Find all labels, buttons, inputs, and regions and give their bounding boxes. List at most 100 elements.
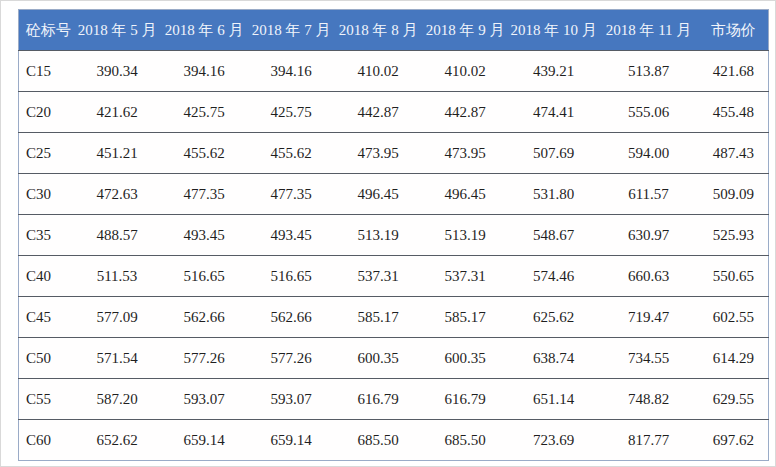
value-cell: 614.29 bbox=[699, 338, 769, 379]
grade-cell: C20 bbox=[19, 92, 74, 133]
value-cell: 455.62 bbox=[161, 133, 248, 174]
value-cell: 585.17 bbox=[335, 297, 422, 338]
value-cell: 652.62 bbox=[74, 420, 161, 461]
value-cell: 594.00 bbox=[599, 133, 699, 174]
header-cell-2018-11: 2018 年 11 月 bbox=[599, 10, 699, 51]
value-cell: 817.77 bbox=[599, 420, 699, 461]
value-cell: 685.50 bbox=[335, 420, 422, 461]
value-cell: 562.66 bbox=[161, 297, 248, 338]
value-cell: 442.87 bbox=[422, 92, 509, 133]
value-cell: 487.43 bbox=[699, 133, 769, 174]
value-cell: 629.55 bbox=[699, 379, 769, 420]
value-cell: 537.31 bbox=[422, 256, 509, 297]
value-cell: 685.50 bbox=[422, 420, 509, 461]
header-cell-grade: 砼标号 bbox=[19, 10, 74, 51]
value-cell: 571.54 bbox=[74, 338, 161, 379]
value-cell: 651.14 bbox=[509, 379, 599, 420]
value-cell: 593.07 bbox=[248, 379, 335, 420]
value-cell: 602.55 bbox=[699, 297, 769, 338]
value-cell: 574.46 bbox=[509, 256, 599, 297]
header-cell-market-price: 市场价 bbox=[699, 10, 769, 51]
value-cell: 548.67 bbox=[509, 215, 599, 256]
value-cell: 496.45 bbox=[335, 174, 422, 215]
value-cell: 550.65 bbox=[699, 256, 769, 297]
grade-cell: C55 bbox=[19, 379, 74, 420]
value-cell: 390.34 bbox=[74, 51, 161, 92]
value-cell: 562.66 bbox=[248, 297, 335, 338]
value-cell: 625.62 bbox=[509, 297, 599, 338]
value-cell: 425.75 bbox=[161, 92, 248, 133]
table-row: C15390.34394.16394.16410.02410.02439.215… bbox=[19, 51, 769, 92]
value-cell: 410.02 bbox=[422, 51, 509, 92]
table-header-row: 砼标号 2018 年 5 月 2018 年 6 月 2018 年 7 月 201… bbox=[19, 10, 769, 51]
value-cell: 585.17 bbox=[422, 297, 509, 338]
table-row: C50571.54577.26577.26600.35600.35638.747… bbox=[19, 338, 769, 379]
value-cell: 525.93 bbox=[699, 215, 769, 256]
value-cell: 611.57 bbox=[599, 174, 699, 215]
value-cell: 509.09 bbox=[699, 174, 769, 215]
value-cell: 472.63 bbox=[74, 174, 161, 215]
value-cell: 394.16 bbox=[248, 51, 335, 92]
value-cell: 593.07 bbox=[161, 379, 248, 420]
value-cell: 697.62 bbox=[699, 420, 769, 461]
header-cell-2018-09: 2018 年 9 月 bbox=[422, 10, 509, 51]
value-cell: 477.35 bbox=[248, 174, 335, 215]
value-cell: 394.16 bbox=[161, 51, 248, 92]
value-cell: 516.65 bbox=[161, 256, 248, 297]
value-cell: 513.87 bbox=[599, 51, 699, 92]
value-cell: 493.45 bbox=[161, 215, 248, 256]
header-cell-2018-07: 2018 年 7 月 bbox=[248, 10, 335, 51]
value-cell: 587.20 bbox=[74, 379, 161, 420]
table-row: C20421.62425.75425.75442.87442.87474.415… bbox=[19, 92, 769, 133]
value-cell: 630.97 bbox=[599, 215, 699, 256]
value-cell: 659.14 bbox=[161, 420, 248, 461]
table-row: C40511.53516.65516.65537.31537.31574.466… bbox=[19, 256, 769, 297]
value-cell: 410.02 bbox=[335, 51, 422, 92]
grade-cell: C35 bbox=[19, 215, 74, 256]
table-row: C60652.62659.14659.14685.50685.50723.698… bbox=[19, 420, 769, 461]
value-cell: 555.06 bbox=[599, 92, 699, 133]
value-cell: 600.35 bbox=[422, 338, 509, 379]
value-cell: 600.35 bbox=[335, 338, 422, 379]
value-cell: 421.62 bbox=[74, 92, 161, 133]
value-cell: 577.09 bbox=[74, 297, 161, 338]
value-cell: 507.69 bbox=[509, 133, 599, 174]
grade-cell: C50 bbox=[19, 338, 74, 379]
value-cell: 488.57 bbox=[74, 215, 161, 256]
value-cell: 451.21 bbox=[74, 133, 161, 174]
concrete-price-table: 砼标号 2018 年 5 月 2018 年 6 月 2018 年 7 月 201… bbox=[18, 9, 769, 461]
grade-cell: C30 bbox=[19, 174, 74, 215]
value-cell: 516.65 bbox=[248, 256, 335, 297]
table-row: C25451.21455.62455.62473.95473.95507.695… bbox=[19, 133, 769, 174]
value-cell: 660.63 bbox=[599, 256, 699, 297]
value-cell: 455.48 bbox=[699, 92, 769, 133]
value-cell: 455.62 bbox=[248, 133, 335, 174]
table-row: C45577.09562.66562.66585.17585.17625.627… bbox=[19, 297, 769, 338]
value-cell: 638.74 bbox=[509, 338, 599, 379]
value-cell: 513.19 bbox=[422, 215, 509, 256]
value-cell: 513.19 bbox=[335, 215, 422, 256]
header-cell-2018-06: 2018 年 6 月 bbox=[161, 10, 248, 51]
table-row: C55587.20593.07593.07616.79616.79651.147… bbox=[19, 379, 769, 420]
value-cell: 577.26 bbox=[248, 338, 335, 379]
value-cell: 659.14 bbox=[248, 420, 335, 461]
value-cell: 425.75 bbox=[248, 92, 335, 133]
table-row: C35488.57493.45493.45513.19513.19548.676… bbox=[19, 215, 769, 256]
header-cell-2018-10: 2018 年 10 月 bbox=[509, 10, 599, 51]
value-cell: 493.45 bbox=[248, 215, 335, 256]
value-cell: 439.21 bbox=[509, 51, 599, 92]
table-row: C30472.63477.35477.35496.45496.45531.806… bbox=[19, 174, 769, 215]
value-cell: 719.47 bbox=[599, 297, 699, 338]
value-cell: 421.68 bbox=[699, 51, 769, 92]
grade-cell: C40 bbox=[19, 256, 74, 297]
value-cell: 537.31 bbox=[335, 256, 422, 297]
value-cell: 577.26 bbox=[161, 338, 248, 379]
grade-cell: C15 bbox=[19, 51, 74, 92]
value-cell: 474.41 bbox=[509, 92, 599, 133]
grade-cell: C60 bbox=[19, 420, 74, 461]
grade-cell: C25 bbox=[19, 133, 74, 174]
value-cell: 442.87 bbox=[335, 92, 422, 133]
grade-cell: C45 bbox=[19, 297, 74, 338]
value-cell: 723.69 bbox=[509, 420, 599, 461]
screenshot-frame: 砼标号 2018 年 5 月 2018 年 6 月 2018 年 7 月 201… bbox=[0, 0, 776, 467]
